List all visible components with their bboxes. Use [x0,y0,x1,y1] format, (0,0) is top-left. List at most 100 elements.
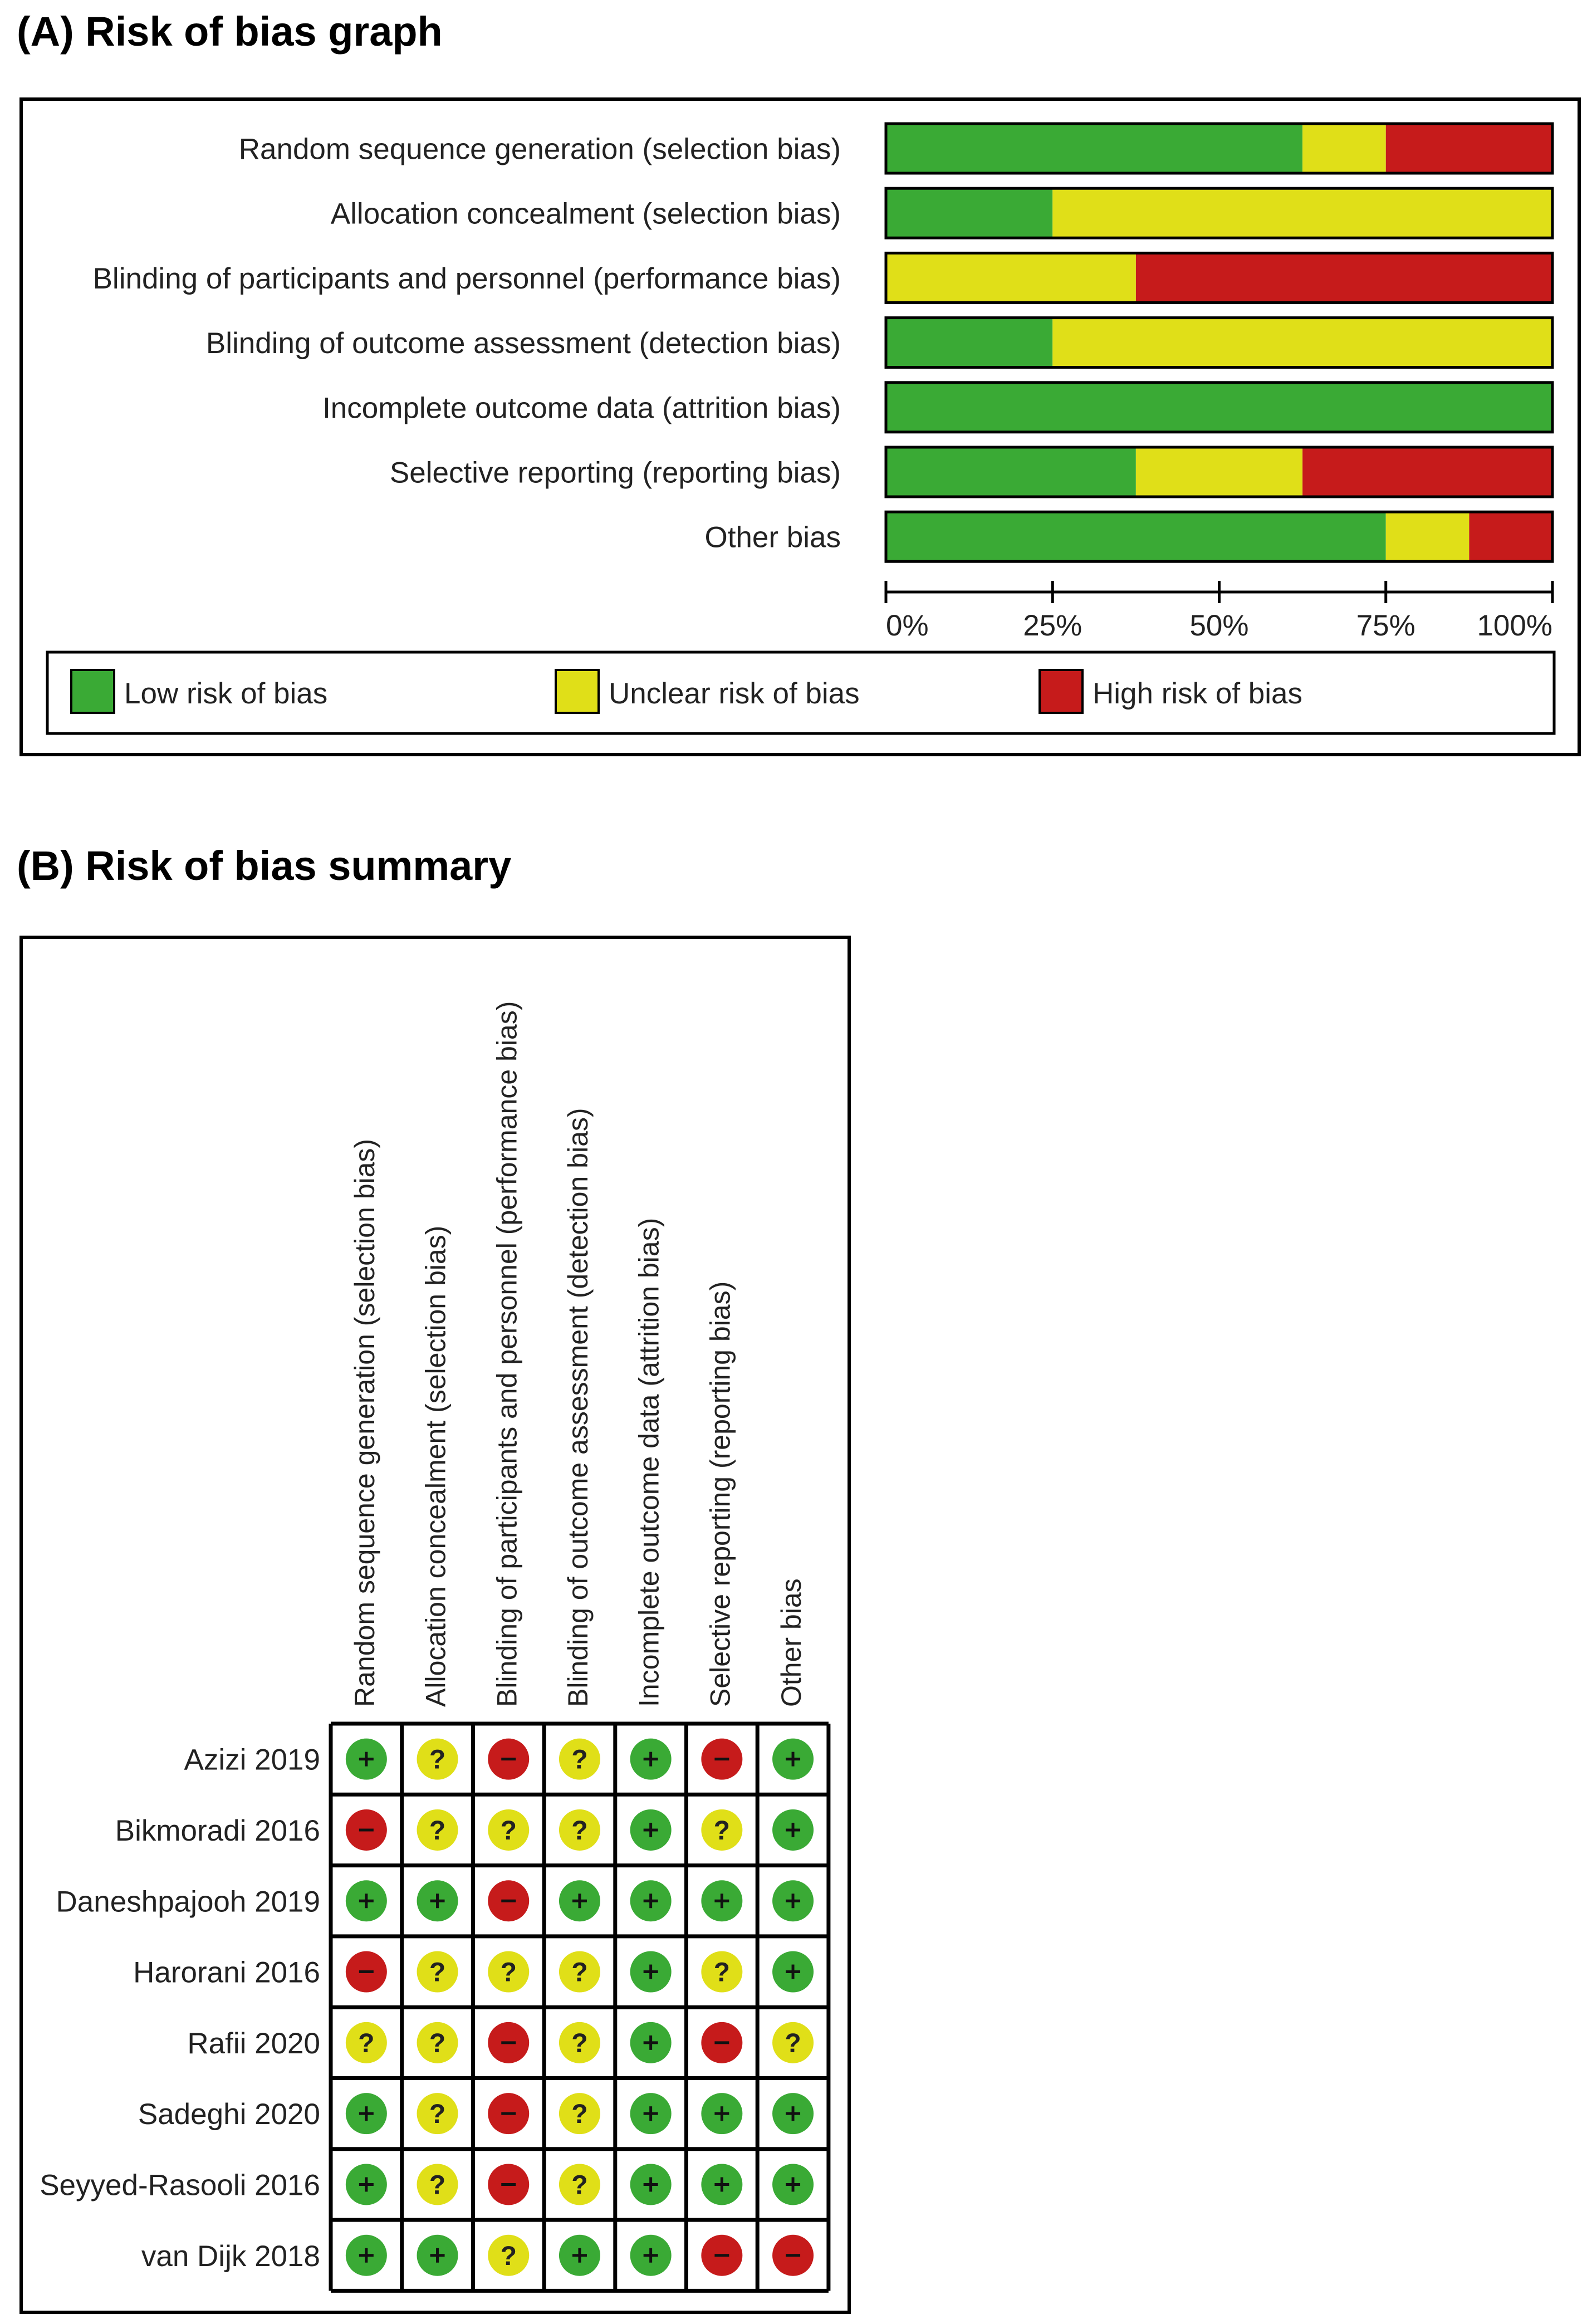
rating-low-icon [772,1951,814,1993]
rating-low-icon [701,1880,743,1922]
x-tick-label: 25% [1023,609,1082,642]
rating-circle [488,1951,530,1993]
rating-high-icon [701,2234,743,2276]
bar-segment-unclear [886,253,1136,303]
rating-circle [345,2022,387,2063]
bar-segment-low [886,188,1053,238]
rating-unclear-icon: ? [417,2164,458,2205]
bar-outline [884,316,1554,369]
rating-high-icon [488,1738,530,1780]
bar-segment-high [1469,512,1552,562]
bar-segment-unclear [1052,188,1552,238]
rating-unclear-icon: ? [417,2093,458,2135]
rating-low-icon [345,1738,387,1780]
rating-high-icon [772,2234,814,2276]
bar-segment-unclear [1385,512,1469,562]
rating-low-icon [630,2234,672,2276]
domain-label: Other bias [704,521,841,554]
bar-outline [884,510,1554,563]
column-header: Incomplete outcome data (attrition bias) [634,1218,665,1707]
legend-label-low: Low risk of bias [124,677,327,710]
legend-swatch-low [70,669,115,714]
rating-circle [559,2022,600,2063]
bar-segment-unclear [1135,447,1303,497]
bar-outline [884,381,1554,434]
rating-unclear-icon: ? [417,1809,458,1851]
rating-circle [488,2234,530,2276]
rating-question: ? [785,2029,801,2058]
rating-question: ? [501,1958,517,1988]
bar-segment-high [1135,253,1552,303]
rating-circle [559,1738,600,1780]
rating-question: ? [714,1958,730,1988]
rating-circle [701,1951,743,1993]
rating-unclear-icon: ? [345,2022,387,2063]
panel-b-frame [19,936,851,2314]
rating-circle [559,2093,600,2135]
rating-low-icon [701,2164,743,2205]
rating-low-icon [630,2093,672,2135]
rating-low-icon [345,1880,387,1922]
bar-outline [884,251,1554,304]
column-header: Other bias [776,1578,807,1707]
study-label: Daneshpajooh 2019 [56,1885,320,1918]
domain-label: Selective reporting (reporting bias) [390,457,841,490]
rating-circle [701,1809,743,1851]
rating-low-icon [630,1951,672,1993]
rating-high-icon [701,1738,743,1780]
rating-circle [488,1809,530,1851]
rating-unclear-icon: ? [772,2022,814,2063]
rating-question: ? [429,1958,445,1988]
rating-circle [772,2022,814,2063]
rating-low-icon [630,1809,672,1851]
bar-segment-unclear [1052,317,1552,368]
bar-segment-low [886,382,1552,432]
rating-low-icon [417,1880,458,1922]
domain-label: Random sequence generation (selection bi… [239,133,841,166]
rating-unclear-icon: ? [417,1738,458,1780]
rating-circle [417,2093,458,2135]
rating-question: ? [429,2100,445,2129]
rating-unclear-icon: ? [559,2022,600,2063]
legend-label-unclear: Unclear risk of bias [609,677,860,710]
domain-label: Incomplete outcome data (attrition bias) [322,392,841,424]
study-label: Sadeghi 2020 [138,2098,320,2131]
rating-low-icon [772,1738,814,1780]
rating-circle [417,2022,458,2063]
bar-segment-high [1385,124,1552,173]
domain-label: Blinding of outcome assessment (detectio… [206,327,841,360]
x-tick-label: 100% [1477,609,1552,642]
rating-high-icon [345,1809,387,1851]
rating-high-icon [488,2022,530,2063]
rating-high-icon [488,2164,530,2205]
rating-question: ? [571,1958,587,1988]
legend-label-high: High risk of bias [1093,677,1302,710]
rating-low-icon [630,2164,672,2205]
rating-question: ? [571,1745,587,1775]
rating-low-icon [345,2093,387,2135]
bar-outline [884,446,1554,498]
rating-low-icon [345,2164,387,2205]
rating-unclear-icon: ? [488,2234,530,2276]
rating-unclear-icon: ? [559,2093,600,2135]
rating-question: ? [571,2170,587,2200]
study-label: Harorani 2016 [133,1956,320,1989]
x-tick-label: 50% [1189,609,1248,642]
rating-high-icon [701,2022,743,2063]
rating-question: ? [429,1816,445,1846]
column-header: Allocation concealment (selection bias) [420,1226,452,1707]
rating-circle [417,1738,458,1780]
rating-low-icon [772,2093,814,2135]
column-header: Selective reporting (reporting bias) [704,1281,736,1707]
column-header: Random sequence generation (selection bi… [349,1139,380,1707]
rating-circle [559,1809,600,1851]
bar-segment-unclear [1302,124,1386,173]
rating-unclear-icon: ? [417,1951,458,1993]
column-header: Blinding of outcome assessment (detectio… [562,1108,594,1707]
rating-low-icon [559,2234,600,2276]
rating-low-icon [772,1880,814,1922]
rating-unclear-icon: ? [488,1951,530,1993]
rating-question: ? [571,2100,587,2129]
rating-unclear-icon: ? [701,1809,743,1851]
